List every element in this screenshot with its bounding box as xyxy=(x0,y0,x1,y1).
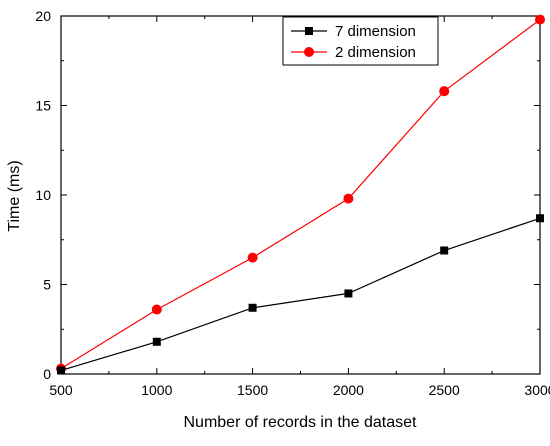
data-point-square xyxy=(536,214,544,223)
data-point-square xyxy=(57,366,65,375)
data-point-square xyxy=(152,337,161,346)
data-point-circle xyxy=(439,86,450,97)
data-point-circle xyxy=(151,304,162,315)
x-tick-label: 2500 xyxy=(429,382,460,398)
y-tick-label: 0 xyxy=(43,366,51,382)
data-point-square xyxy=(248,303,257,312)
legend-marker-square xyxy=(305,27,313,35)
series-black-squares xyxy=(57,214,544,375)
x-tick-label: 500 xyxy=(49,382,73,398)
x-tick-label: 2000 xyxy=(333,382,364,398)
series-line xyxy=(60,19,541,370)
legend-entry: 2 dimension xyxy=(291,44,416,61)
x-tick-label: 1500 xyxy=(237,382,268,398)
data-point-square xyxy=(440,246,449,255)
plot-frame xyxy=(60,15,541,375)
data-point-square xyxy=(344,289,353,298)
data-point-circle xyxy=(535,14,545,25)
y-tick-label: 5 xyxy=(43,277,51,293)
data-point-circle xyxy=(343,193,354,204)
legend-entry: 7 dimension xyxy=(291,23,416,40)
y-tick-label: 20 xyxy=(35,8,51,24)
legend-marker-circle xyxy=(304,47,314,57)
x-tick-label: 1000 xyxy=(141,382,172,398)
y-tick-label: 10 xyxy=(35,187,51,203)
series-layer xyxy=(56,14,545,375)
x-axis-title: Number of records in the dataset xyxy=(183,414,417,431)
legend-label: 7 dimension xyxy=(335,23,416,40)
legend-box xyxy=(282,16,439,66)
data-point-circle xyxy=(247,252,258,263)
series-red-circles xyxy=(56,14,545,374)
y-tick-label: 15 xyxy=(35,98,51,114)
legend: 7 dimension 2 dimension xyxy=(282,16,439,66)
series-line xyxy=(60,217,541,371)
y-axis-title: Time (ms) xyxy=(6,160,23,231)
legend-label: 2 dimension xyxy=(335,44,416,61)
